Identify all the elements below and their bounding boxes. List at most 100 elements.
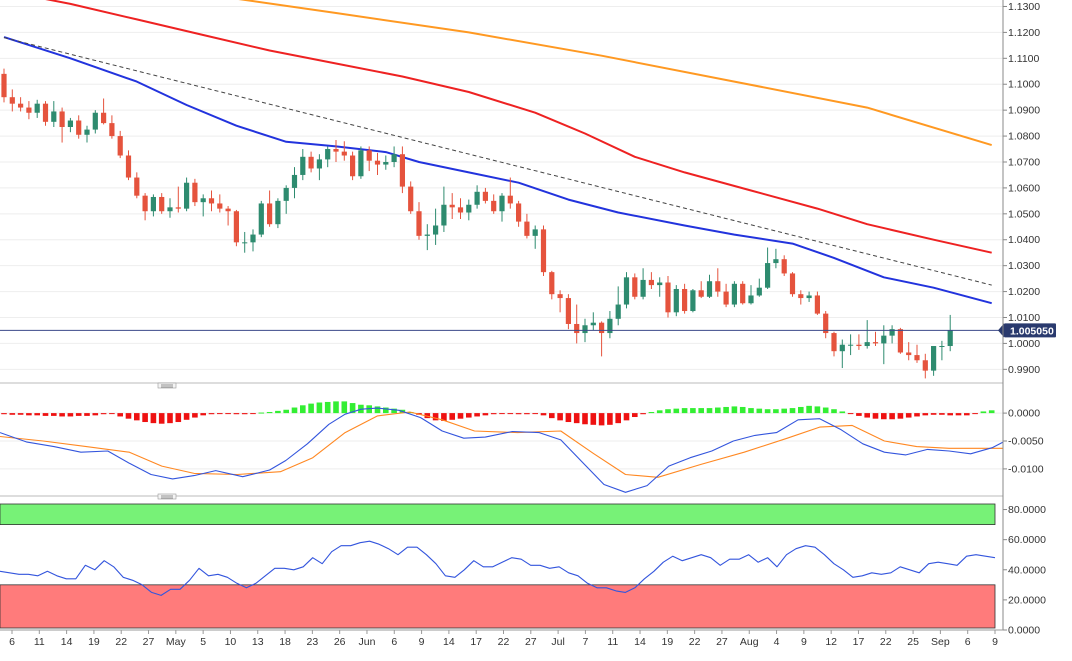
macd-bar-negative [590,413,597,425]
candle-body [897,329,903,353]
candle-body [814,295,820,314]
candle-body [839,344,845,352]
macd-bar-negative [175,413,182,423]
macd-bar-negative [914,413,920,417]
bearish-candle [574,304,580,344]
sma-slow-line [238,0,992,147]
candle-body [574,323,580,334]
macd-bar-positive [333,401,339,414]
candle-body [350,155,356,177]
bullish-candle [167,198,173,218]
macd-bar-negative [217,413,223,415]
macd-bar-positive [839,411,846,414]
candle-body [283,187,289,201]
bullish-candle [657,277,663,297]
panel-splitter-1[interactable] [0,382,1003,389]
macd-bar-negative [424,413,431,419]
candle-body [507,195,513,204]
candle-body [433,225,439,235]
candle-body [51,111,57,122]
bearish-candle [823,311,829,339]
bearish-candle [516,200,522,227]
macd-bar-positive [988,410,995,414]
date-label: 14 [61,636,73,648]
candle-body [192,182,198,203]
macd-bar-negative [42,413,49,416]
macd-bar-negative [881,413,887,420]
rsi-series-line [0,540,996,596]
date-label: May [166,636,187,648]
rsi-tick-label: 40.0000 [1008,564,1046,576]
candle-body [856,344,862,347]
macd-bar-negative [208,413,215,415]
macd-bar-negative [499,413,505,415]
candle-body [549,272,555,295]
price-tick-label: 1.0100 [1008,312,1040,324]
macd-bar-positive [258,412,265,414]
bullish-candle [848,334,854,356]
bullish-candle [765,247,771,289]
price-tick-label: 1.1000 [1008,79,1040,91]
candle-body [607,318,613,334]
candle-body [457,207,464,213]
candle-body [682,288,688,312]
bearish-candle [125,150,132,181]
bearish-candle [457,198,464,220]
macd-bar-negative [640,413,646,415]
date-label: Sep [931,636,950,648]
macd-bar-positive [739,406,746,414]
price-tick-label: 1.0800 [1008,131,1040,143]
macd-bar-positive [698,408,704,414]
bullish-candle [839,339,845,369]
bullish-candle [756,278,762,297]
price-tick-label: 1.0000 [1008,338,1040,350]
macd-bar-positive [300,405,306,414]
candle-body [18,103,24,108]
candle-body [383,161,389,165]
macd-bar-negative [947,413,953,416]
date-label: 14 [443,636,455,648]
bearish-candle [491,194,497,214]
candle-body [391,154,397,162]
candle-body [399,154,405,187]
candle-body [134,177,140,196]
bullish-candle [640,268,646,300]
candle-body [242,242,248,244]
macd-bar-negative [573,413,580,424]
candle-body [26,107,32,113]
candle-body [42,103,49,122]
bullish-candle [947,314,953,352]
candle-body [657,282,663,286]
candle-body [491,200,497,212]
date-label: 18 [279,636,291,648]
macd-bar-negative [972,413,978,415]
candle-body [84,129,90,135]
candle-body [823,313,829,334]
bearish-candle [109,115,115,139]
macd-bar-negative [134,413,140,421]
panel-splitter-2[interactable] [0,493,1003,500]
bearish-candle [9,89,15,112]
bullish-candle [690,288,696,313]
macd-bar-negative [524,413,530,415]
bullish-candle [889,325,895,344]
bearish-candle [267,190,273,227]
bearish-candle [922,353,928,379]
bearish-candle [789,272,796,297]
candle-body [582,325,588,334]
candle-body [715,281,721,292]
candle-body [872,342,879,344]
last-price-tag-background [1004,323,1056,338]
macd-bar-negative [864,413,870,418]
macd-bar-negative [856,413,862,416]
candle-body [789,273,796,295]
macd-bar-negative [167,413,173,424]
macd-bar-negative [142,413,148,423]
date-label: 6 [965,636,971,648]
sma-mid-line [45,0,992,254]
bearish-candle [814,291,820,315]
price-tick-label: 1.0900 [1008,105,1040,117]
bearish-candle [42,101,49,126]
macd-bar-positive [789,408,796,414]
